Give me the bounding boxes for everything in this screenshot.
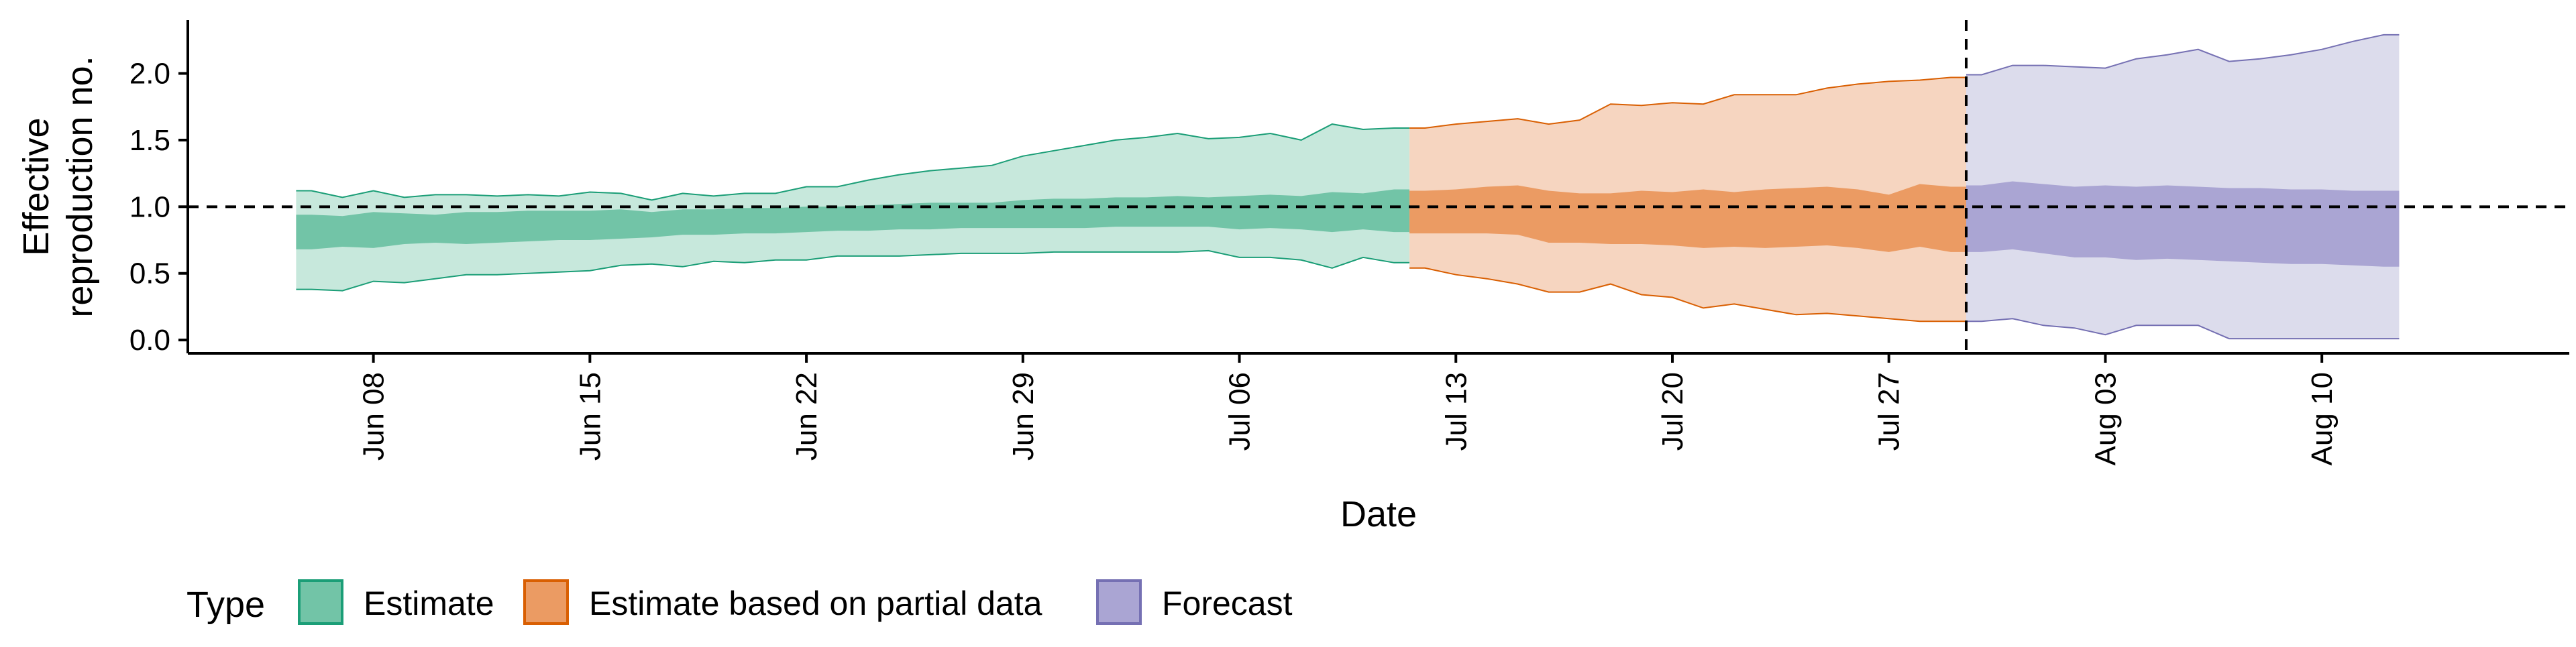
x-tick-label: Jul 20: [1656, 372, 1689, 451]
lower-outline-2: [1966, 318, 2400, 340]
x-axis-title: Date: [1340, 494, 1417, 534]
y-tick-label: 1.5: [129, 124, 170, 157]
legend-item: Estimate based on partial data: [523, 579, 1042, 625]
y-tick-label: 1.0: [129, 190, 170, 223]
bands-layer: [296, 34, 2400, 340]
legend-label: Forecast: [1162, 585, 1293, 622]
legend-key: [298, 579, 343, 625]
x-tick-label: Jul 13: [1440, 372, 1472, 451]
legend-label: Estimate: [364, 585, 494, 622]
y-tick-label: 0.5: [129, 257, 170, 290]
legend-label: Estimate based on partial data: [589, 585, 1042, 622]
x-tick-label: Jul 06: [1224, 372, 1256, 451]
band-50-1: [1409, 184, 1966, 252]
x-tick-label: Jul 27: [1873, 372, 1906, 451]
band-50-0: [296, 189, 1410, 249]
x-tick-label: Jun 15: [574, 372, 606, 461]
legend: Type Estimate Estimate based on partial d…: [186, 579, 1293, 625]
legend-key: [523, 579, 569, 625]
series-2: [1966, 34, 2400, 340]
axes: 0.0 0.5 1.0 1.5 2.0 Jun 08 Jun 15 Jun 22 Jun 29 J…: [129, 20, 2569, 465]
reference-lines: [188, 20, 2569, 353]
band-50-2: [1966, 181, 2400, 267]
x-tick-label: Aug 10: [2306, 372, 2339, 465]
upper-outline-1: [1409, 76, 1966, 129]
x-tick-label: Aug 03: [2089, 372, 2122, 465]
series-1: [1409, 76, 1966, 322]
lower-outline-0: [296, 249, 1410, 292]
x-tick-label: Jun 08: [358, 372, 390, 461]
y-axis-title-line-2: reproduction no.: [60, 56, 100, 317]
y-axis-title-line-1: Effective: [16, 117, 56, 255]
lower-outline-1: [1409, 267, 1966, 322]
legend-item: Estimate: [298, 579, 494, 625]
legend-item: Forecast: [1096, 579, 1293, 625]
y-tick-label: 2.0: [129, 58, 170, 91]
upper-outline-2: [1966, 34, 2400, 76]
legend-key: [1096, 579, 1142, 625]
x-tick-label: Jun 29: [1007, 372, 1040, 461]
x-tick-label: Jun 22: [790, 372, 823, 461]
y-tick-label: 0.0: [129, 324, 170, 357]
legend-title: Type: [186, 585, 265, 625]
upper-outline-0: [296, 123, 1410, 201]
